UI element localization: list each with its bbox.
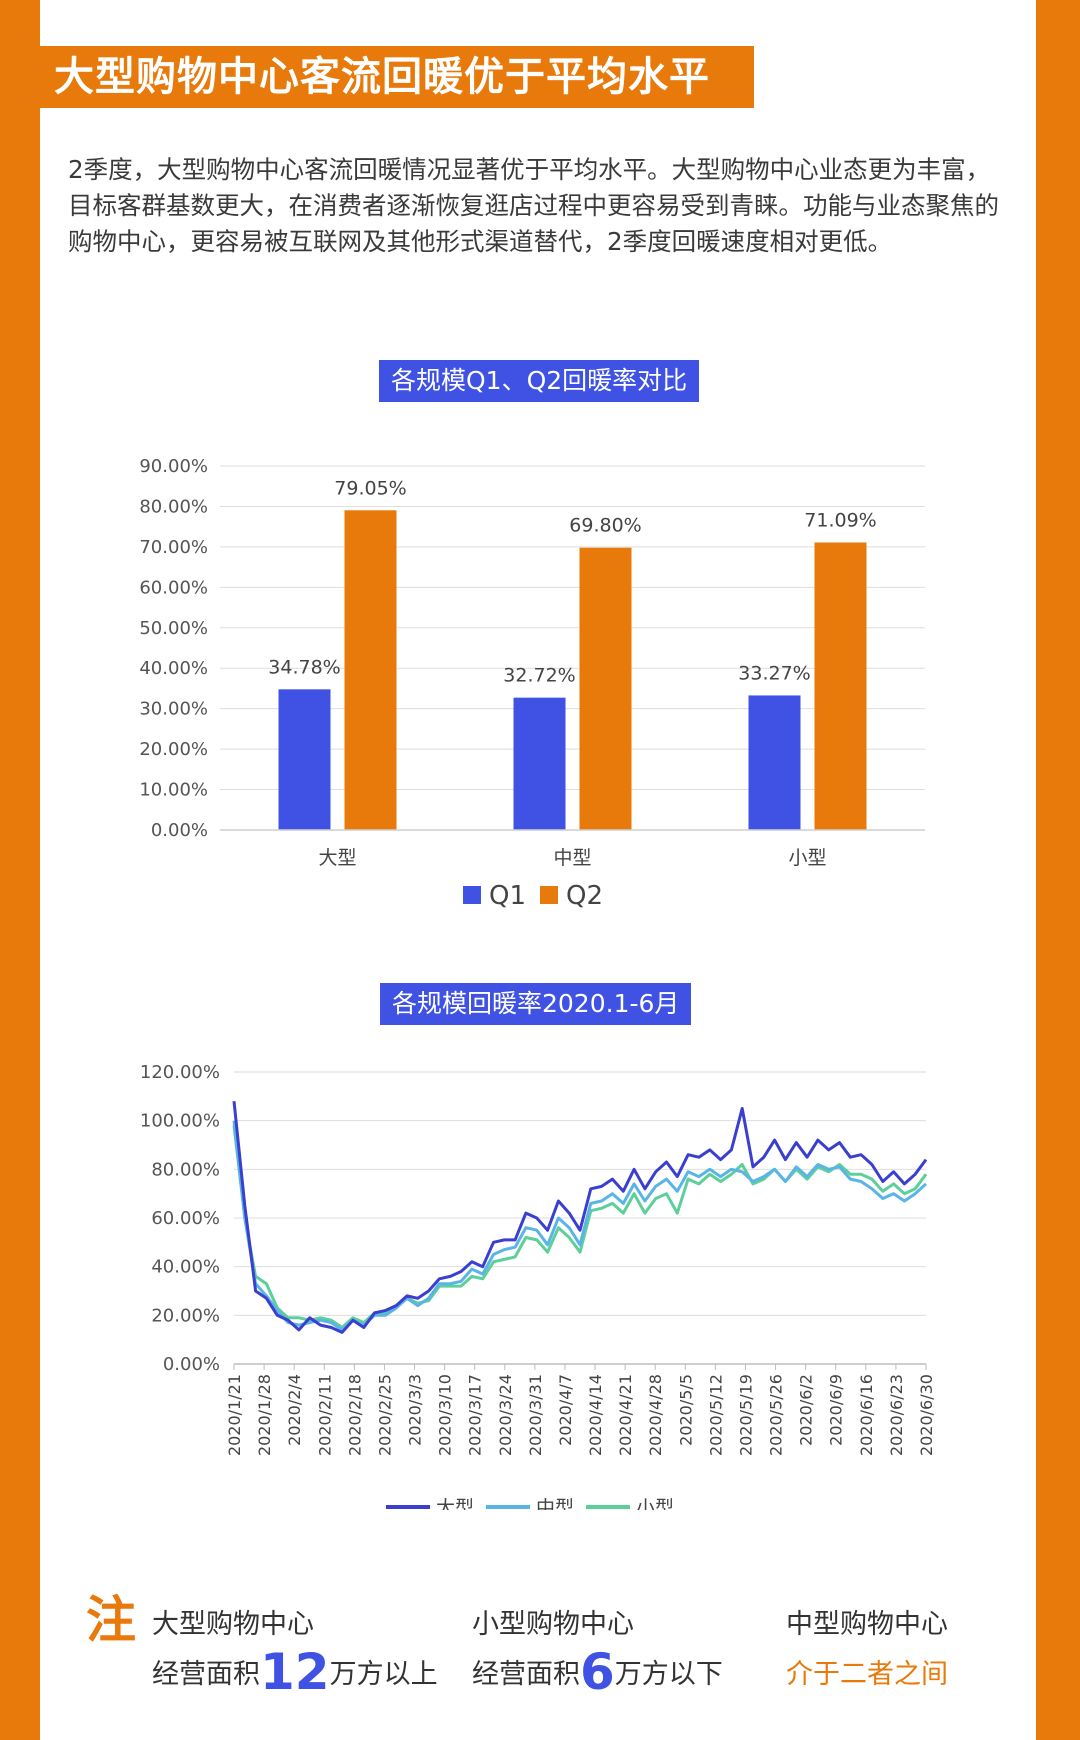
x-tick-label: 2020/3/3 (406, 1374, 425, 1446)
x-tick-label: 2020/2/4 (285, 1374, 304, 1446)
bar-value-label: 32.72% (503, 665, 575, 687)
x-tick-label: 2020/2/18 (345, 1374, 364, 1456)
y-tick-label: 70.00% (139, 537, 208, 558)
intro-paragraph: 2季度，大型购物中心客流回暖情况显著优于平均水平。大型购物中心业态更为丰富，目标… (68, 155, 999, 256)
bar-value-label: 69.80% (569, 515, 641, 537)
x-tick-label: 2020/6/30 (917, 1374, 936, 1456)
x-tick-label: 2020/4/14 (586, 1374, 605, 1456)
bar-chart-title: 各规模Q1、Q2回暖率对比 (379, 360, 700, 402)
x-tick-label: 2020/5/12 (706, 1374, 725, 1456)
x-tick-label: 2020/1/28 (255, 1374, 274, 1456)
x-tick-label: 2020/6/16 (857, 1374, 876, 1456)
note-small-prefix: 经营面积 (472, 1659, 580, 1690)
x-tick-label: 2020/2/25 (375, 1374, 394, 1456)
y-tick-label: 50.00% (139, 618, 208, 639)
x-tick-label: 2020/4/28 (646, 1374, 665, 1456)
x-tick-label: 2020/6/9 (827, 1374, 846, 1446)
y-tick-label: 90.00% (139, 456, 208, 477)
bar-q1 (748, 695, 801, 830)
legend-label: 小型 (636, 1497, 674, 1510)
note-large-name: 大型购物中心 (152, 1609, 314, 1640)
x-tick-label: 2020/6/2 (797, 1374, 816, 1446)
bar-value-label: 33.27% (738, 662, 810, 684)
y-tick-label: 20.00% (139, 739, 208, 760)
line-chart-title: 各规模回暖率2020.1-6月 (380, 983, 692, 1025)
x-tick-label: 2020/3/10 (436, 1374, 455, 1456)
y-tick-label: 120.00% (140, 1062, 220, 1083)
y-tick-label: 60.00% (151, 1208, 220, 1229)
legend-label: Q1 (489, 881, 526, 911)
x-tick-label: 2020/6/23 (887, 1374, 906, 1456)
note-mark: 注 (86, 1591, 136, 1649)
note-small: 小型购物中心 经营面积6万方以下 (472, 1600, 723, 1700)
y-tick-label: 40.00% (151, 1257, 220, 1278)
x-category-label: 小型 (788, 847, 826, 869)
note-large-prefix: 经营面积 (152, 1659, 260, 1690)
legend-label: 大型 (436, 1497, 474, 1510)
line-chart: 0.00% 20.00% 40.00% 60.00% 80.00% 100.00% 120.… (140, 1062, 936, 1510)
y-tick-label: 40.00% (139, 658, 208, 679)
bar-value-label: 34.78% (268, 656, 340, 678)
bar-q2 (814, 542, 867, 830)
y-tick-label: 100.00% (140, 1111, 220, 1132)
legend-swatch-q2 (540, 886, 558, 904)
bar-q1 (278, 689, 331, 830)
note-large-num: 12 (260, 1643, 330, 1701)
x-tick-label: 2020/3/17 (466, 1374, 485, 1456)
x-tick-label: 2020/3/24 (496, 1374, 515, 1456)
x-tick-label: 2020/4/7 (556, 1374, 575, 1446)
y-tick-label: 0.00% (163, 1354, 220, 1375)
note-large: 大型购物中心 经营面积12万方以上 (152, 1600, 438, 1700)
note-medium-desc: 介于二者之间 (786, 1659, 948, 1690)
note-small-name: 小型购物中心 (472, 1609, 634, 1640)
x-tick-label: 2020/5/5 (676, 1374, 695, 1446)
y-tick-label: 30.00% (139, 699, 208, 720)
y-tick-label: 20.00% (151, 1305, 220, 1326)
y-tick-label: 60.00% (139, 577, 208, 598)
x-category-label: 中型 (553, 847, 591, 869)
page-title: 大型购物中心客流回暖优于平均水平 (40, 46, 754, 108)
series-line-small (232, 1125, 928, 1329)
x-tick-label: 2020/3/31 (526, 1374, 545, 1456)
x-tick-label: 2020/1/21 (225, 1374, 244, 1456)
legend-label: 中型 (536, 1497, 574, 1510)
bar-q1 (513, 697, 566, 830)
legend-swatch-q1 (463, 886, 481, 904)
y-tick-label: 80.00% (151, 1159, 220, 1180)
bar-chart: 0.00% 10.00% 20.00% 30.00% 40.00% 50.00% 60.00… (139, 456, 925, 911)
content-card (40, 0, 1036, 1740)
note-large-suffix: 万方以上 (329, 1659, 438, 1690)
bar-value-label: 79.05% (334, 477, 406, 499)
bar-value-label: 71.09% (804, 509, 876, 531)
y-tick-label: 10.00% (139, 780, 208, 801)
series-line-large (232, 1101, 928, 1334)
note-small-num: 6 (580, 1643, 615, 1701)
legend-label: Q2 (566, 881, 603, 911)
bar-q2 (579, 547, 632, 830)
x-tick-label: 2020/5/26 (767, 1374, 786, 1456)
x-category-label: 大型 (318, 847, 356, 869)
y-tick-label: 80.00% (139, 496, 208, 517)
x-tick-label: 2020/2/11 (315, 1374, 334, 1456)
note-medium-name: 中型购物中心 (786, 1609, 948, 1640)
x-tick-label: 2020/4/21 (616, 1374, 635, 1456)
x-tick-label: 2020/5/19 (736, 1374, 755, 1456)
bar-q2 (344, 510, 397, 830)
y-tick-label: 0.00% (151, 820, 208, 841)
note-medium: 中型购物中心 介于二者之间 (786, 1600, 948, 1700)
note-small-suffix: 万方以下 (614, 1659, 723, 1690)
